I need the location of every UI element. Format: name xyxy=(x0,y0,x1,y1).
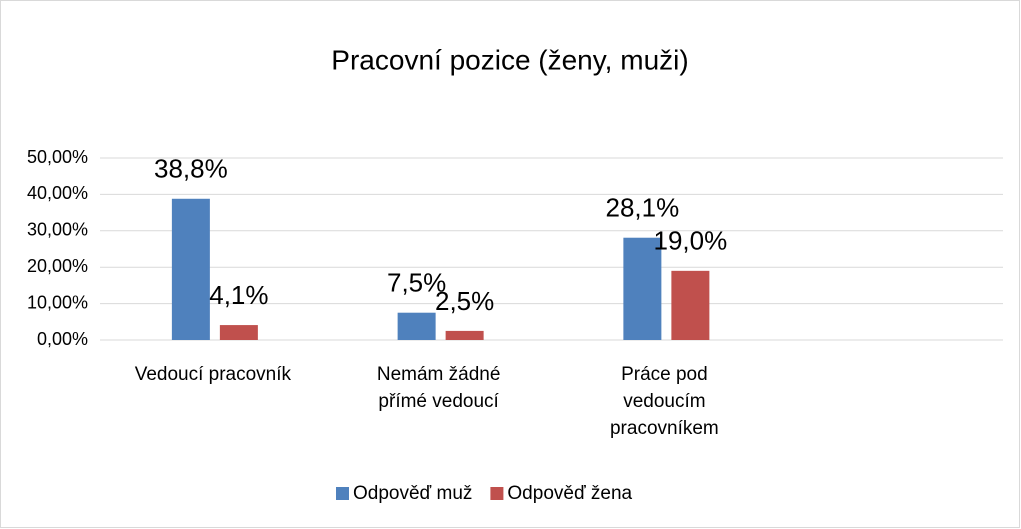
x-tick-label: vedoucím xyxy=(623,391,705,412)
legend-swatch xyxy=(490,487,504,500)
data-label: 19,0% xyxy=(654,226,728,256)
data-label: 28,1% xyxy=(606,193,680,223)
data-label: 38,8% xyxy=(154,154,228,184)
data-label: 7,5% xyxy=(387,268,446,298)
y-tick-label: 30,00% xyxy=(27,220,88,240)
x-tick-label: Vedoucí pracovník xyxy=(135,364,292,385)
legend-swatch xyxy=(336,487,349,500)
data-label: 4,1% xyxy=(209,280,268,310)
chart-title: Pracovní pozice (ženy, muži) xyxy=(331,44,688,75)
y-tick-label: 40,00% xyxy=(27,183,88,203)
x-tick-label: přímé vedoucí xyxy=(378,391,499,412)
y-tick-label: 10,00% xyxy=(27,292,88,312)
bar xyxy=(397,312,436,340)
bar xyxy=(171,198,210,340)
x-tick-label: Práce pod xyxy=(621,364,708,385)
x-tick-label: pracovníkem xyxy=(610,418,719,439)
legend-label: Odpověď žena xyxy=(507,483,632,504)
y-tick-label: 50,00% xyxy=(27,147,88,167)
x-tick-label: Nemám žádné xyxy=(377,364,501,385)
bar xyxy=(623,237,662,340)
bar xyxy=(671,270,710,340)
bar xyxy=(445,330,484,340)
legend-label: Odpověď muž xyxy=(353,483,472,504)
y-tick-label: 20,00% xyxy=(27,256,88,276)
data-label: 2,5% xyxy=(435,286,494,316)
bar xyxy=(219,325,258,340)
y-tick-label: 0,00% xyxy=(37,329,88,349)
